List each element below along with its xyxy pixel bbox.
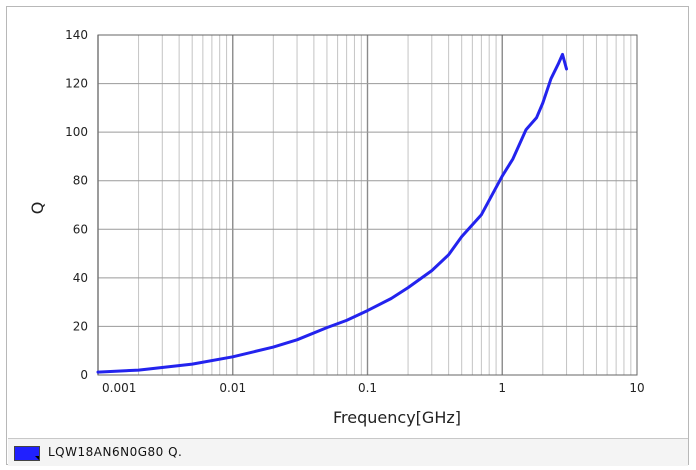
y-tick-label: 40 (73, 271, 88, 285)
legend: LQW18AN6N0G80 Q. (8, 438, 688, 466)
y-tick-label: 120 (65, 77, 88, 91)
y-tick-label: 20 (73, 319, 88, 333)
y-tick-label: 140 (65, 28, 88, 42)
y-axis-label: Q (28, 202, 47, 215)
x-tick-label: 0.001 (102, 381, 136, 395)
legend-label: LQW18AN6N0G80 Q. (48, 445, 183, 459)
x-tick-label: 0.1 (358, 381, 377, 395)
y-tick-labels: 0 20 40 60 80 100 120 140 (65, 28, 88, 382)
legend-swatch[interactable] (14, 446, 40, 461)
series (96, 52, 568, 374)
x-tick-label: 10 (629, 381, 644, 395)
x-tick-labels: 0.001 0.01 0.1 1 10 (102, 381, 645, 395)
dropdown-arrow-icon (35, 456, 39, 460)
y-tick-label: 80 (73, 174, 88, 188)
plot-area (97, 34, 638, 376)
grid (97, 34, 637, 376)
y-tick-label: 60 (73, 222, 88, 236)
x-tick-label: 1 (498, 381, 506, 395)
x-axis-label: Frequency[GHz] (333, 408, 461, 427)
series-line (96, 52, 568, 374)
y-tick-label: 0 (80, 368, 88, 382)
chart-frame (6, 6, 689, 465)
y-tick-label: 100 (65, 125, 88, 139)
x-tick-label: 0.01 (219, 381, 246, 395)
